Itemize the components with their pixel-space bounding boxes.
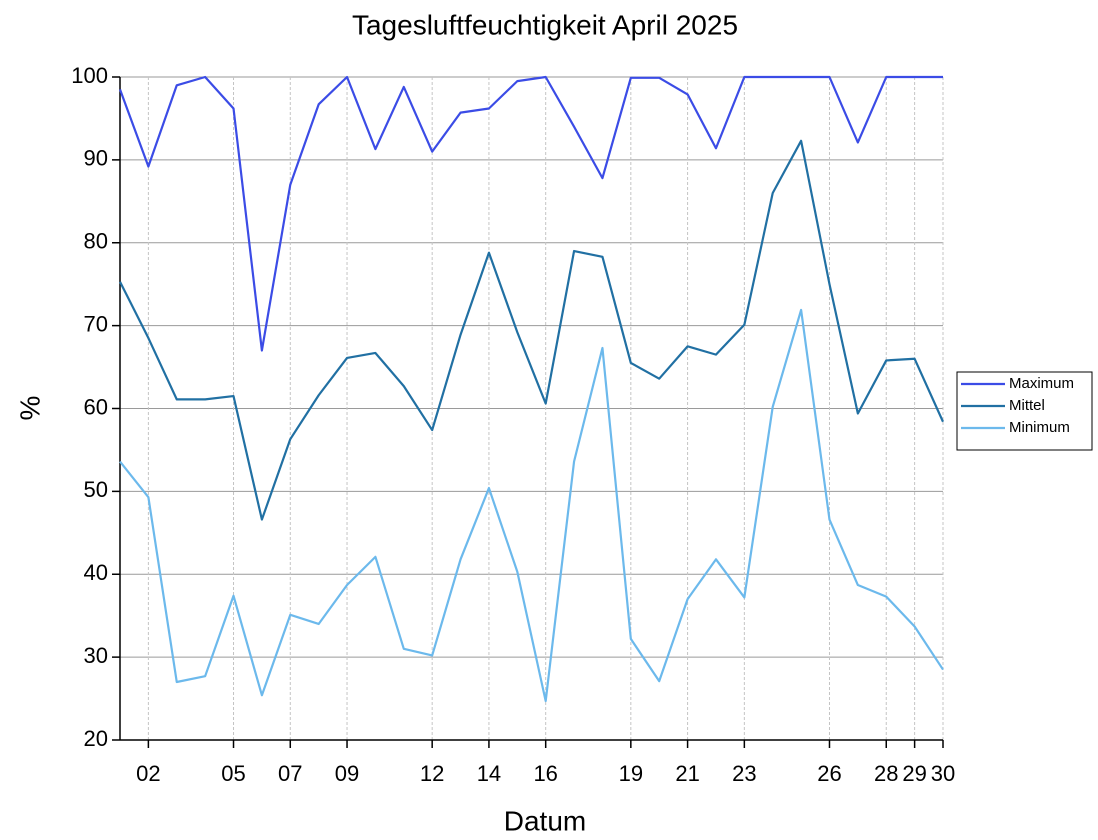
x-tick-label: 26 [817,761,841,786]
series-line [119,139,945,521]
legend-label: Minimum [1009,419,1070,436]
series-line [119,308,944,703]
x-tick-label: 21 [675,761,699,786]
x-tick-label: 19 [619,761,643,786]
x-tick-label: 16 [533,761,557,786]
y-tick-label: 20 [84,726,108,751]
y-tick-label: 60 [84,394,108,419]
legend-label: Maximum [1009,375,1074,392]
x-tick-label: 30 [931,761,955,786]
y-tick-label: 80 [84,229,108,254]
y-tick-label: 40 [84,560,108,585]
y-tick-label: 50 [84,477,108,502]
x-tick-label: 07 [278,761,302,786]
y-axis-label: % [14,396,45,421]
x-axis-label: Datum [504,805,586,836]
x-tick-label: 14 [477,761,501,786]
legend-label: Mittel [1009,397,1045,414]
y-tick-label: 90 [84,146,108,171]
series-line [118,75,943,352]
chart-title: Tagesluftfeuchtigkeit April 2025 [352,9,738,40]
y-tick-label: 100 [71,63,108,88]
x-tick-label: 09 [335,761,359,786]
x-tick-label: 28 [874,761,898,786]
x-tick-label: 02 [136,761,160,786]
x-tick-label: 05 [221,761,245,786]
x-tick-label: 29 [902,761,926,786]
y-tick-label: 30 [84,643,108,668]
x-tick-label: 23 [732,761,756,786]
x-tick-label: 12 [420,761,444,786]
y-tick-label: 70 [84,311,108,336]
